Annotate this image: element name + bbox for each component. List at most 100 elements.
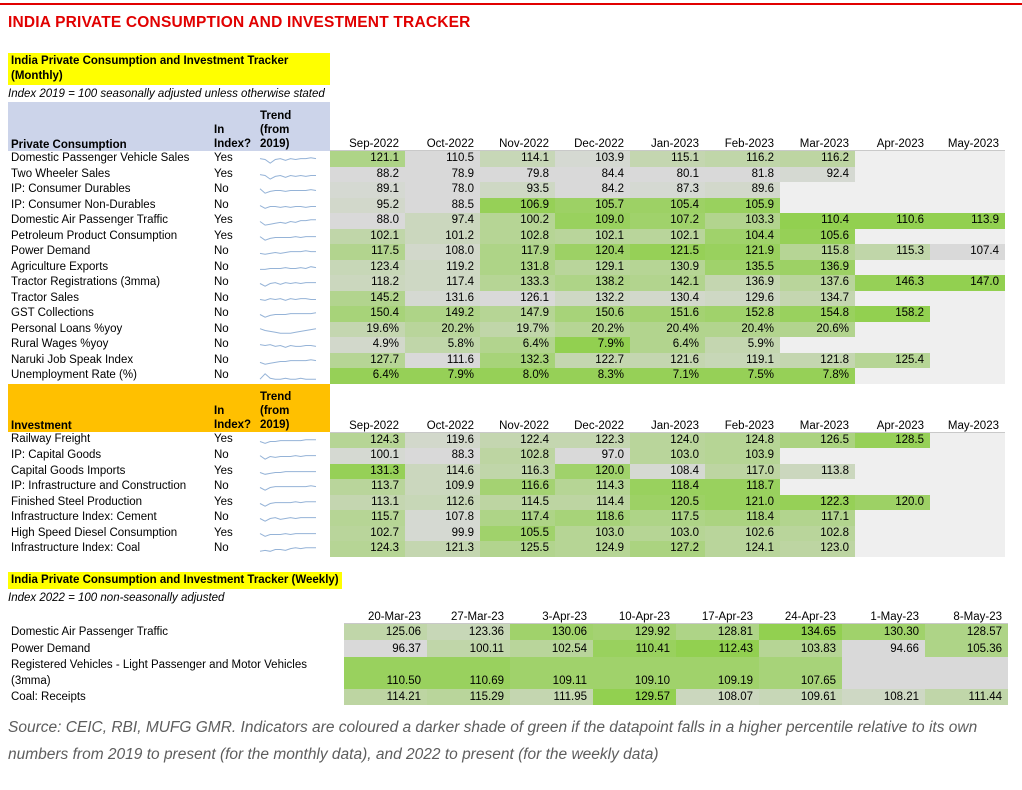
value-cell: 88.2 (330, 166, 405, 182)
in-index-flag: Yes (214, 526, 233, 539)
value-cell: 120.5 (630, 494, 705, 510)
trend-sparkline-icon (259, 157, 317, 164)
row-label: Two Wheeler Sales (11, 167, 111, 180)
value-cell (930, 337, 1005, 353)
value-cell: 106.9 (480, 197, 555, 213)
value-cell: 102.8 (480, 448, 555, 464)
table-row: Power Demand 96.37 100.11 102.54 110.41 112.4… (8, 640, 1008, 657)
table-row: Domestic Air Passenger Traffic 125.06 123.… (8, 623, 1008, 640)
trend-sparkline-icon (260, 265, 317, 270)
trend-sparkline-icon (259, 470, 316, 475)
trend-cell (258, 244, 330, 260)
value-cell: 145.2 (330, 290, 405, 306)
row-label: Rural Wages %yoy (11, 338, 109, 350)
value-cell (780, 479, 855, 495)
month-column-header: Dec-2022 (555, 383, 630, 433)
value-cell: 116.3 (480, 463, 555, 479)
value-cell: 117.0 (705, 463, 780, 479)
value-cell: 114.5 (480, 494, 555, 510)
value-cell: 103.9 (555, 150, 630, 167)
value-cell (930, 510, 1005, 526)
month-column-header: Dec-2022 (555, 102, 630, 151)
value-cell (925, 656, 1008, 689)
page-title: INDIA PRIVATE CONSUMPTION AND INVESTMENT… (8, 14, 471, 31)
row-label: High Speed Diesel Consumption (11, 526, 178, 539)
value-cell: 110.41 (593, 640, 676, 657)
value-cell: 84.4 (555, 166, 630, 182)
value-cell: 88.0 (330, 213, 405, 229)
value-cell (780, 197, 855, 213)
value-cell (855, 368, 930, 384)
value-cell: 117.4 (480, 510, 555, 526)
value-cell (930, 525, 1005, 541)
value-cell: 20.4% (630, 321, 705, 337)
top-rule (0, 3, 1022, 5)
trend-cell (258, 275, 330, 291)
value-cell: 113.8 (780, 463, 855, 479)
value-cell: 114.4 (555, 494, 630, 510)
table-row: Coal: Receipts 114.21 115.29 111.95 129.57 10… (8, 688, 1008, 705)
value-cell: 119.2 (405, 259, 480, 275)
value-cell: 94.66 (842, 640, 925, 657)
in-index-flag: Yes (214, 167, 233, 180)
row-label: IP: Capital Goods (11, 449, 102, 461)
value-cell: 102.1 (330, 228, 405, 244)
value-cell: 20.4% (705, 321, 780, 337)
trend-header: Trend (from 2019) (258, 102, 330, 151)
value-cell: 8.3% (555, 368, 630, 384)
value-cell (930, 182, 1005, 198)
value-cell: 103.83 (759, 640, 842, 657)
table-row: Domestic Passenger Vehicle Sales Yes 121.1… (8, 150, 1005, 167)
trend-sparkline-icon (259, 500, 316, 507)
trend-cell (258, 229, 330, 245)
value-cell: 125.4 (855, 352, 930, 368)
trend-cell (258, 260, 330, 276)
trend-sparkline-icon (259, 235, 316, 241)
value-cell: 5.9% (705, 337, 780, 353)
trend-sparkline-icon (259, 204, 316, 209)
in-index-flag: No (214, 307, 229, 319)
value-cell: 78.0 (405, 182, 480, 198)
date-column-header: 17-Apr-23 (676, 605, 759, 624)
value-cell: 114.1 (480, 150, 555, 167)
value-cell: 116.6 (480, 479, 555, 495)
value-cell: 112.43 (676, 640, 759, 657)
value-cell: 123.36 (427, 623, 510, 640)
value-cell: 125.5 (480, 541, 555, 557)
value-cell: 87.3 (630, 182, 705, 198)
value-cell (930, 166, 1005, 182)
value-cell: 110.5 (405, 150, 480, 167)
value-cell: 6.4% (330, 368, 405, 384)
value-cell: 103.0 (555, 525, 630, 541)
month-column-header: Nov-2022 (480, 383, 555, 433)
value-cell: 109.0 (555, 213, 630, 229)
value-cell: 108.0 (405, 244, 480, 260)
value-cell: 117.4 (405, 275, 480, 291)
value-cell: 147.0 (930, 275, 1005, 291)
source-note: Source: CEIC, RBI, MUFG GMR. Indicators … (8, 719, 978, 763)
value-cell (842, 656, 925, 689)
row-label: Naruki Job Speak Index (11, 353, 134, 366)
value-cell: 142.1 (630, 275, 705, 291)
value-cell (930, 448, 1005, 464)
value-cell: 130.06 (510, 623, 593, 640)
month-column-header: Apr-2023 (855, 383, 930, 433)
value-cell: 6.4% (480, 337, 555, 353)
value-cell: 127.2 (630, 541, 705, 557)
value-cell: 120.0 (555, 463, 630, 479)
value-cell: 102.7 (330, 525, 405, 541)
trend-sparkline-icon (259, 344, 317, 349)
table-row: IP: Capital Goods No 100.1 88.3 102.8 97.0 103… (8, 448, 1005, 464)
in-index-flag: No (214, 511, 229, 523)
value-cell (930, 432, 1005, 448)
trend-cell (258, 337, 330, 353)
value-cell: 20.2% (405, 321, 480, 337)
value-cell: 124.8 (705, 432, 780, 448)
value-cell: 118.2 (330, 275, 405, 291)
value-cell: 104.4 (705, 228, 780, 244)
value-cell (855, 525, 930, 541)
trend-cell (258, 353, 330, 369)
row-label: Capital Goods Imports (11, 464, 126, 477)
value-cell: 115.1 (630, 150, 705, 167)
